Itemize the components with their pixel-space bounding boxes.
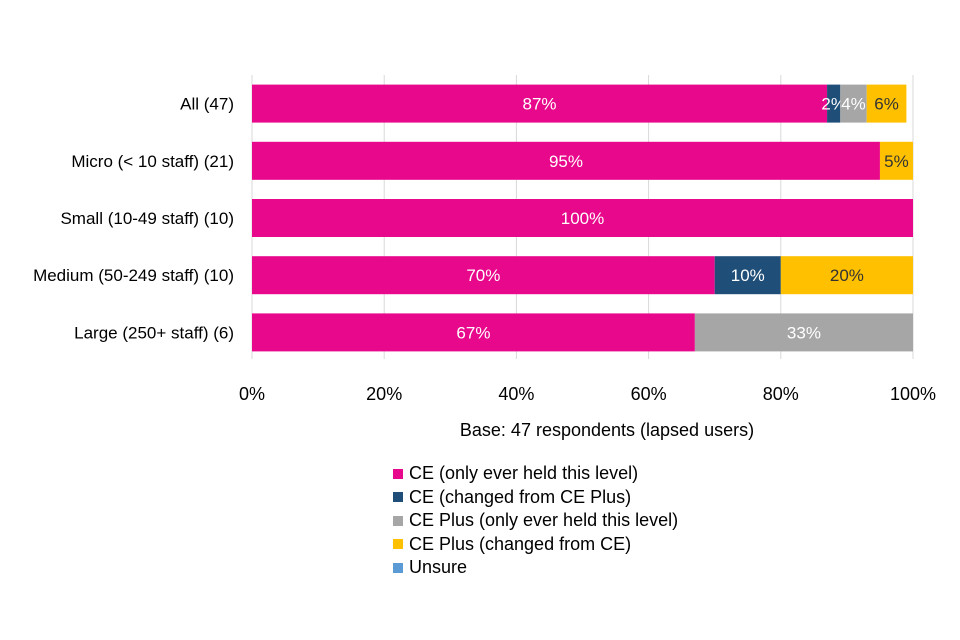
data-label: 5% (884, 152, 909, 171)
data-label: 20% (830, 266, 864, 285)
legend-item: CE Plus (changed from CE) (393, 533, 678, 557)
data-label: 95% (549, 152, 583, 171)
bar-segment (252, 84, 828, 123)
legend-label: CE (changed from CE Plus) (409, 486, 632, 507)
bar-segment (866, 84, 907, 123)
bar-segment (252, 256, 715, 295)
data-label: 33% (787, 323, 821, 342)
bar-segment (694, 313, 913, 352)
legend-item: CE (changed from CE Plus) (393, 486, 678, 510)
bar-segment (252, 313, 695, 352)
bar-segment (879, 141, 913, 180)
bar-segment (827, 84, 841, 123)
legend-label: CE Plus (changed from CE) (409, 533, 632, 554)
legend-label: CE (only ever held this level) (409, 463, 639, 484)
legend-swatch (393, 539, 403, 550)
data-label: 70% (466, 266, 500, 285)
category-label: Medium (50-249 staff) (10) (33, 266, 234, 285)
category-label: All (47) (180, 95, 234, 114)
legend-label: CE Plus (only ever held this level) (409, 510, 679, 531)
bar-segment (714, 256, 781, 295)
data-label: 4% (841, 95, 866, 114)
bar-segment (840, 84, 867, 123)
bar-segment (252, 141, 880, 180)
legend-swatch (393, 515, 403, 526)
x-axis-title: Base: 47 respondents (lapsed users) (460, 420, 754, 440)
bar-segment (780, 256, 913, 295)
bar-segment (252, 199, 913, 237)
data-label: 100% (561, 209, 604, 228)
x-tick-labels: 0% 20% 40% 60% 80% 100% (239, 384, 936, 404)
category-labels: All (47) Micro (< 10 staff) (21) Small (10… (33, 95, 234, 343)
legend-swatch (393, 468, 403, 479)
data-label: 87% (523, 95, 557, 114)
legend-label: Unsure (409, 557, 468, 578)
x-tick-label: 60% (631, 384, 667, 404)
data-label: 6% (874, 95, 899, 114)
x-tick-label: 100% (890, 384, 936, 404)
data-label: 67% (456, 323, 490, 342)
legend-item: CE Plus (only ever held this level) (393, 509, 678, 533)
x-tick-label: 0% (239, 384, 265, 404)
bars: 87% 2%4% 6% 95% 5% 100% 70% 10% 20% 67% 33% (252, 84, 913, 352)
x-tick-label: 20% (366, 384, 402, 404)
category-label: Small (10-49 staff) (10) (60, 209, 234, 228)
category-label: Micro (< 10 staff) (21) (71, 152, 234, 171)
legend-swatch (393, 562, 403, 573)
legend: CE (only ever held this level) CE (change… (393, 462, 678, 580)
x-tick-label: 40% (498, 384, 534, 404)
x-tick-label: 80% (763, 384, 799, 404)
legend-item: CE (only ever held this level) (393, 462, 678, 486)
data-label: 10% (731, 266, 765, 285)
category-label: Large (250+ staff) (6) (74, 323, 234, 342)
data-label: 2% (821, 95, 846, 114)
legend-swatch (393, 492, 403, 503)
legend-item: Unsure (393, 556, 678, 580)
